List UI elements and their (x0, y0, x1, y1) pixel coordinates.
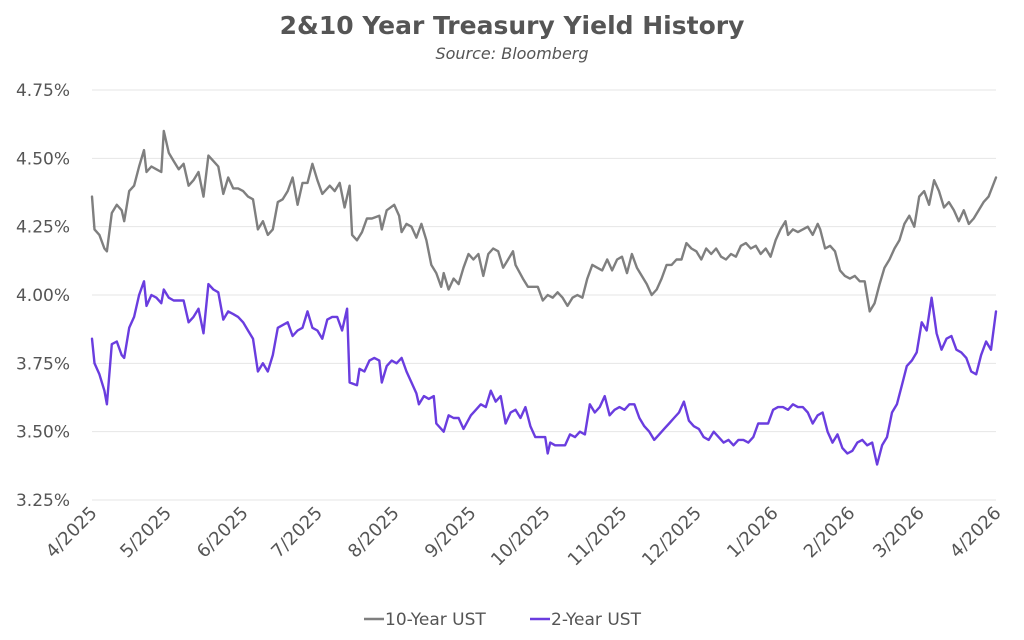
y-tick-label: 4.50% (16, 149, 70, 169)
x-tick-label: 6/2025 (193, 503, 253, 563)
x-axis-ticks: 4/2025 5/2025 6/2025 7/2025 8/2025 9/2025 10/2… (42, 503, 1006, 571)
chart-title: 2&10 Year Treasury Yield History (280, 11, 745, 40)
y-tick-label: 4.00% (16, 286, 70, 306)
x-tick-label: 5/2025 (116, 503, 176, 563)
y-tick-label: 3.50% (16, 423, 70, 443)
legend-label: 10-Year UST (385, 610, 486, 630)
y-axis-ticks: 3.25% 3.50% 3.75% 4.00% 4.25% 4.50% 4.75% (16, 81, 70, 511)
series-lines (90, 129, 998, 466)
y-tick-label: 3.25% (16, 491, 70, 511)
x-tick-label: 9/2025 (421, 503, 481, 563)
y-tick-label: 3.75% (16, 354, 70, 374)
x-tick-label: 12/2025 (638, 503, 706, 571)
x-tick-label: 8/2025 (344, 503, 404, 563)
x-tick-label: 1/2026 (723, 503, 783, 563)
x-tick-label: 10/2025 (487, 503, 555, 571)
chart-subtitle: Source: Bloomberg (435, 44, 588, 63)
y-tick-label: 4.75% (16, 81, 70, 101)
x-tick-label: 4/2026 (946, 503, 1006, 563)
legend: 10-Year UST 2-Year UST (364, 610, 642, 630)
x-tick-label: 4/2025 (42, 503, 102, 563)
legend-label: 2-Year UST (551, 610, 642, 630)
x-tick-label: 7/2025 (267, 503, 327, 563)
x-tick-label: 3/2026 (869, 503, 929, 563)
series-line-2-year (90, 280, 998, 466)
x-tick-label: 11/2025 (564, 503, 632, 571)
series-line-10-year (90, 129, 998, 313)
y-tick-label: 4.25% (16, 218, 70, 238)
x-tick-label: 2/2026 (800, 503, 860, 563)
gridlines (92, 89, 996, 501)
